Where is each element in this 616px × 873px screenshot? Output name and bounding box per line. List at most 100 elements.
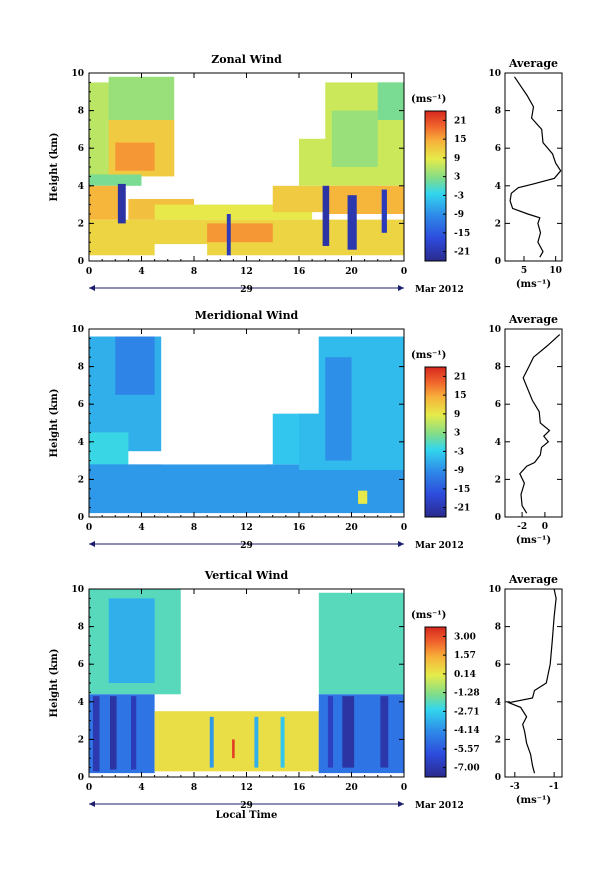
colorbar-tick-label: -7.00 [454,764,480,774]
y-tick-label: 8 [78,623,84,633]
colorbar-tick-label: -1.28 [454,689,480,699]
avg-y-tick-label: 2 [495,735,501,745]
heatmap-cell [115,142,155,171]
avg-x-tick-label: -2 [517,522,527,532]
day-label: 29 [240,285,253,295]
panel-title: Zonal Wind [211,53,282,66]
colorbar-tick-label: 15 [454,391,467,401]
heatmap-cell [226,214,231,258]
y-tick-label: 8 [78,107,84,117]
average-frame [504,72,563,262]
colorbar-tick-label: -3 [454,191,464,201]
x-tick-label: 4 [138,523,144,533]
heatmap-cell [318,592,404,695]
date-label: Mar 2012 [415,541,464,551]
panel-meridional-wind: Meridional Wind 0 2 4 6 8 10 Height (km) 0 4 8 12 16… [49,309,563,551]
colorbar-tick-label: -21 [454,248,470,258]
colorbar-tick-label: -4.14 [454,726,480,736]
avg-y-tick-label: 8 [495,623,501,633]
x-tick-label: 0 [401,523,407,533]
colorbar-tick-label: -2.71 [454,707,480,717]
avg-y-tick-label: 6 [495,144,501,154]
avg-y-tick-label: 2 [495,219,501,229]
colorbar-tick-label: -15 [454,485,470,495]
colorbar-unit: (ms⁻¹) [411,350,446,361]
colorbar [424,110,447,262]
colorbar [424,626,447,778]
heatmap-cell [117,183,126,224]
x-tick-label: 8 [191,267,197,277]
colorbar [424,366,447,518]
colorbar-tick-label: 3 [454,429,460,439]
heatmap-cell [108,598,155,683]
x-tick-label: 20 [345,523,358,533]
average-profile-line [509,76,562,258]
colorbar-tick-label: 9 [454,154,460,164]
heatmap-cell [89,185,122,220]
colorbar-tick-label: 3.00 [454,632,476,642]
x-tick-label: 20 [345,267,358,277]
avg-x-unit: (ms⁻¹) [516,795,551,806]
avg-y-tick-label: 10 [488,69,501,79]
average-frame [504,328,563,518]
x-tick-label: 4 [138,267,144,277]
heatmap-cell [322,185,330,246]
x-axis-title: Local Time [216,810,278,821]
missing-data [161,329,267,465]
missing-data [174,73,299,181]
colorbar-tick-label: -9 [454,210,464,220]
avg-x-tick-label: 0 [542,522,548,532]
heatmap-cell [115,336,155,395]
heatmap-cell [232,739,235,759]
avg-y-tick-label: 0 [495,773,501,783]
y-tick-label: 4 [78,698,84,708]
y-tick-label: 0 [78,773,84,783]
y-tick-label: 10 [71,69,84,79]
avg-y-tick-label: 4 [495,182,501,192]
colorbar-tick-label: 0.14 [454,670,476,680]
x-tick-label: 20 [345,783,358,793]
avg-x-unit: (ms⁻¹) [516,279,551,290]
colorbar-tick-label: -3 [454,447,464,457]
day-span-arrow-left [89,285,95,291]
y-tick-label: 4 [78,438,84,448]
x-tick-label: 0 [86,783,92,793]
colorbar-tick-label: -21 [454,504,470,514]
heatmap-cell [254,716,259,768]
x-tick-label: 12 [240,783,253,793]
average-frame [504,588,563,778]
y-tick-label: 10 [71,325,84,335]
colorbar-tick-label: 9 [454,410,460,420]
colorbar-tick-label: 3 [454,173,460,183]
avg-x-unit: (ms⁻¹) [516,535,551,546]
x-tick-label: 0 [401,783,407,793]
avg-y-tick-label: 8 [495,363,501,373]
date-label: Mar 2012 [415,801,464,811]
y-axis-title: Height (km) [49,389,60,458]
average-profile-line [506,588,557,774]
avg-y-tick-label: 6 [495,400,501,410]
colorbar-unit: (ms⁻¹) [411,94,446,105]
y-tick-label: 2 [78,735,84,745]
day-span-arrow-left [89,801,95,807]
day-span-arrow-right [398,541,404,547]
heatmap-cell [342,696,355,768]
y-tick-label: 2 [78,219,84,229]
average-title: Average [508,57,558,70]
heatmap-cell [209,716,214,768]
x-tick-label: 0 [86,523,92,533]
average-title: Average [508,573,558,586]
avg-y-tick-label: 4 [495,438,501,448]
y-tick-label: 10 [71,585,84,595]
x-tick-label: 0 [401,267,407,277]
heatmap-cell [272,185,326,213]
avg-y-tick-label: 10 [488,585,501,595]
y-tick-label: 2 [78,475,84,485]
day-label: 29 [240,801,253,811]
avg-y-tick-label: 6 [495,660,501,670]
heatmap-cell [358,490,368,504]
date-label: Mar 2012 [415,285,464,295]
heatmap-cell [381,189,387,233]
